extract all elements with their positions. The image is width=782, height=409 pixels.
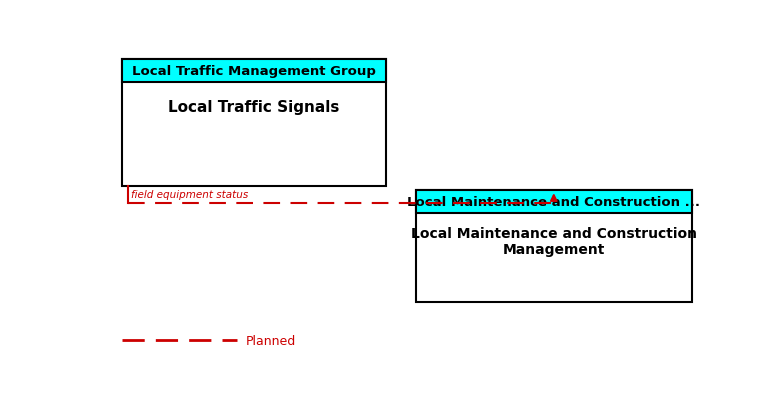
Text: Planned: Planned [246, 334, 296, 347]
Text: Local Maintenance and Construction
Management: Local Maintenance and Construction Manag… [411, 226, 697, 256]
Bar [416, 191, 692, 303]
Text: Local Maintenance and Construction ...: Local Maintenance and Construction ... [407, 196, 701, 209]
Bar [122, 60, 386, 186]
Text: field equipment status: field equipment status [131, 190, 249, 200]
Bar [416, 191, 692, 213]
Text: Local Traffic Management Group: Local Traffic Management Group [132, 65, 375, 78]
Bar [122, 60, 386, 83]
Text: Local Traffic Signals: Local Traffic Signals [168, 100, 339, 115]
